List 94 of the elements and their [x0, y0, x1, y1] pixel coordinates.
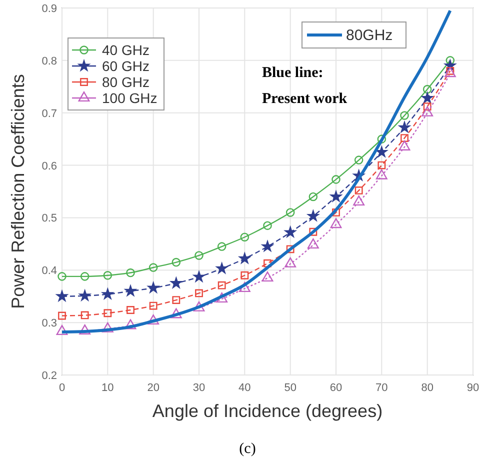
point: [148, 314, 160, 325]
point: [286, 245, 294, 254]
x-tick-label: 40: [238, 382, 251, 394]
point: [80, 311, 89, 320]
y-tick-label: 0.8: [42, 55, 57, 68]
point: [102, 288, 114, 300]
point: [56, 325, 68, 336]
point: [354, 186, 363, 194]
x-axis-title: Angle of Incidence (degrees): [152, 401, 383, 421]
legend-label: 100 GHz: [102, 90, 158, 106]
point: [444, 67, 456, 78]
point: [148, 263, 158, 272]
point: [240, 271, 249, 280]
point: [104, 309, 112, 318]
x-tick-label: 10: [102, 382, 114, 394]
point: [126, 306, 134, 314]
point: [353, 196, 365, 206]
point: [103, 271, 112, 280]
point: [284, 257, 296, 268]
point: [308, 210, 319, 221]
legend-label: 80 GHz: [102, 74, 150, 90]
point: [56, 290, 68, 302]
y-tick-label: 0.4: [42, 265, 57, 278]
point: [240, 232, 250, 242]
x-tick-label: 30: [192, 382, 206, 394]
point: [400, 111, 409, 120]
point: [148, 282, 159, 293]
point: [308, 192, 318, 202]
point: [309, 228, 318, 236]
x-tick-label: 80: [421, 382, 434, 394]
legend-label: 60 GHz: [102, 58, 150, 74]
point: [58, 312, 66, 320]
point: [376, 146, 388, 157]
point: [238, 282, 250, 292]
point: [422, 106, 434, 116]
y-tick-label: 0.6: [42, 160, 57, 172]
x-tick-label: 50: [284, 382, 296, 394]
point: [193, 271, 205, 282]
point: [398, 140, 410, 150]
point: [124, 285, 136, 296]
point: [307, 238, 319, 249]
point: [170, 308, 182, 318]
point: [286, 208, 295, 217]
x-tick-label: 0: [58, 382, 66, 394]
point: [400, 134, 408, 142]
point: [398, 122, 410, 132]
point: [332, 175, 340, 184]
point: [58, 272, 66, 281]
y-tick-label: 0.2: [42, 370, 57, 382]
x-tick-label: 90: [466, 382, 480, 394]
point: [284, 226, 296, 238]
point: [376, 169, 388, 180]
point: [126, 268, 135, 278]
point: [170, 277, 182, 288]
point: [330, 218, 342, 228]
point: [194, 251, 204, 260]
y-axis-title: Power Reflection Coefficients: [8, 74, 28, 309]
y-tick-label: 0.3: [42, 318, 57, 330]
point: [216, 262, 228, 274]
point: [263, 221, 272, 230]
point: [79, 290, 90, 301]
point: [80, 272, 90, 281]
point: [239, 252, 250, 264]
x-tick-label: 60: [330, 382, 342, 394]
point: [354, 156, 364, 164]
point: [193, 301, 205, 312]
point: [195, 289, 203, 298]
point: [264, 259, 272, 268]
x-tick-label: 20: [147, 382, 160, 394]
y-tick-label: 0.7: [42, 108, 57, 120]
point: [330, 190, 342, 202]
legend-label: 40 GHz: [102, 42, 150, 58]
point: [172, 296, 180, 304]
point: [217, 242, 226, 251]
x-tick-label: 70: [376, 382, 388, 394]
point: [422, 92, 433, 103]
point: [332, 208, 340, 216]
point: [79, 324, 91, 335]
point: [422, 84, 432, 94]
annotation: Blue line: Present work: [262, 65, 348, 107]
legend-label: 80GHz: [346, 27, 393, 44]
point: [378, 161, 386, 170]
point: [149, 302, 158, 310]
point: [218, 281, 226, 290]
y-tick-label: 0.9: [42, 3, 57, 15]
point: [216, 292, 228, 303]
point: [377, 134, 386, 144]
point: [172, 258, 181, 267]
point: [262, 272, 274, 282]
y-tick-label: 0.5: [42, 212, 57, 225]
point: [102, 322, 114, 332]
point: [124, 319, 136, 330]
text: (c): [239, 441, 256, 457]
point: [262, 240, 274, 252]
